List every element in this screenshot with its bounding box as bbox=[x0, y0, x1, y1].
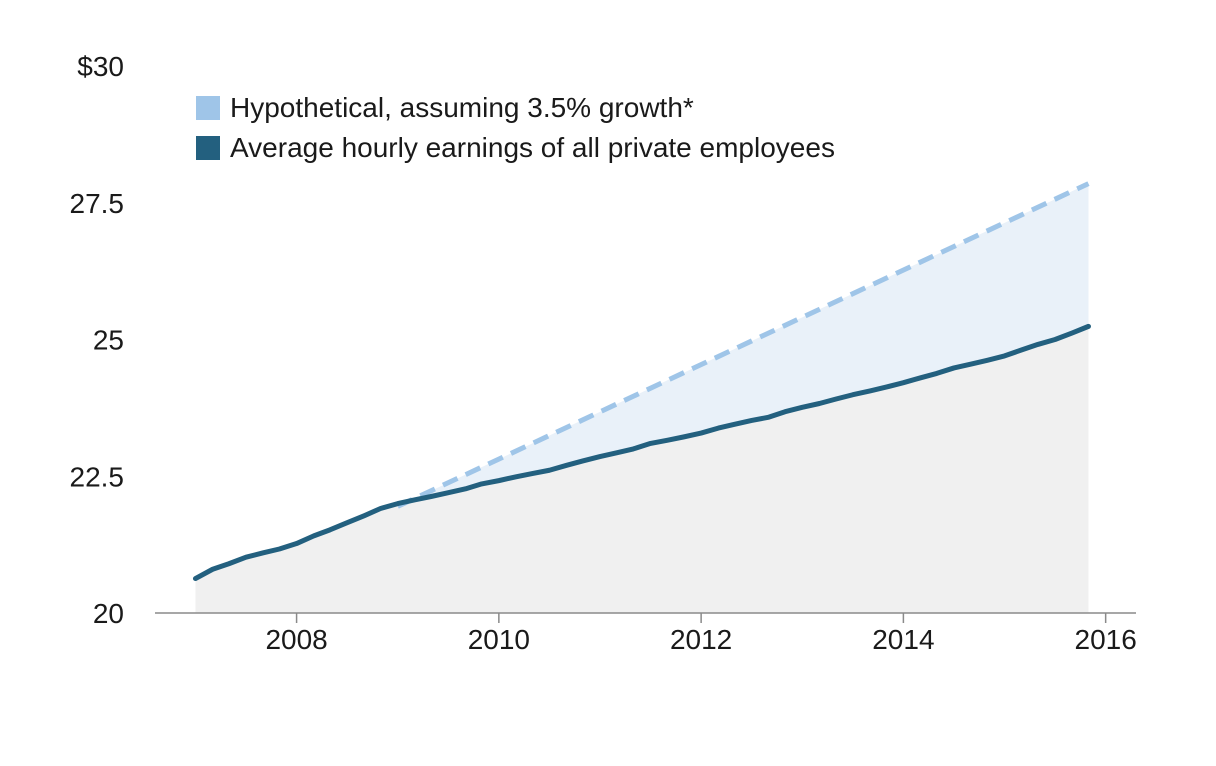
x-tick-label: 2014 bbox=[872, 624, 934, 655]
hypothetical-series-line bbox=[396, 181, 1090, 509]
y-tick-label: 27.5 bbox=[70, 188, 125, 219]
actual-area-fill bbox=[195, 326, 1089, 613]
y-tick-label: 22.5 bbox=[70, 461, 125, 492]
legend-swatch-actual bbox=[196, 136, 220, 160]
x-tick-label: 2016 bbox=[1075, 624, 1137, 655]
legend-label-actual: Average hourly earnings of all private e… bbox=[230, 132, 835, 163]
x-tick-label: 2012 bbox=[670, 624, 732, 655]
axes: 2008 2010 2012 2014 2016 20 22.5 25 27.5 $30 bbox=[70, 51, 1137, 655]
legend-label-hypothetical: Hypothetical, assuming 3.5% growth* bbox=[230, 92, 694, 123]
y-tick-label: $30 bbox=[77, 51, 124, 82]
x-tick-label: 2010 bbox=[468, 624, 530, 655]
x-tick-label: 2008 bbox=[265, 624, 327, 655]
y-tick-label: 25 bbox=[93, 325, 124, 356]
actual-series-line bbox=[192, 323, 1091, 582]
series-lines bbox=[192, 181, 1091, 582]
y-tick-label: 20 bbox=[93, 598, 124, 629]
legend-swatch-hypothetical bbox=[196, 96, 220, 120]
legend: Hypothetical, assuming 3.5% growth* Avera… bbox=[196, 92, 835, 163]
